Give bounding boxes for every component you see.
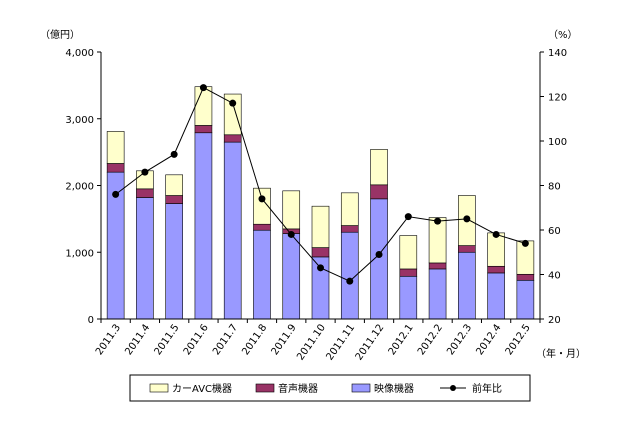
bar-segment-series-1 [428, 262, 447, 270]
ratio-point [434, 217, 442, 225]
ratio-point [375, 250, 383, 258]
bar-segment-series-0 [516, 279, 535, 320]
y-left-tick-label: 3,000 [65, 115, 94, 126]
x-tick-label: 2011.10 [295, 322, 328, 362]
ratio-point [141, 168, 149, 176]
bar-segment-series-0 [370, 198, 388, 320]
bar-segment-series-1 [340, 225, 359, 233]
bar-segment-series-2 [223, 93, 242, 136]
y-left-tick-label: 1,000 [65, 248, 94, 259]
bar-segment-series-2 [165, 174, 183, 196]
bar-segment-series-2 [340, 192, 359, 226]
y-left-axis-label: （億円） [40, 28, 80, 41]
y-right-tick-label: 40 [548, 271, 561, 282]
x-tick-label: 2011.8 [240, 322, 269, 357]
bar-segment-series-0 [428, 268, 447, 320]
bar-segment-series-1 [165, 195, 183, 204]
y-right-tick-label: 140 [548, 48, 567, 59]
legend-label-video: 映像機器 [374, 382, 414, 395]
x-tick-label: 2011.9 [270, 322, 299, 357]
x-tick-label: 2012.1 [387, 322, 416, 357]
x-tick-label: 2012.4 [474, 322, 503, 357]
bar-segment-series-1 [136, 188, 154, 198]
x-tick-label: 2011.3 [94, 322, 123, 357]
bar-segment-series-2 [399, 235, 418, 270]
x-tick-label: 2012.5 [504, 322, 533, 357]
bar-segment-series-0 [458, 251, 476, 320]
bars-group [106, 86, 535, 320]
x-tick-label: 2011.7 [211, 322, 240, 357]
legend-label-ratio: 前年比 [472, 382, 502, 395]
ratio-point [170, 150, 178, 158]
bar-segment-series-1 [253, 223, 271, 231]
y-right-tick-label: 60 [548, 226, 561, 237]
bar-segment-series-1 [370, 184, 388, 200]
bar-segment-series-0 [399, 275, 418, 320]
bar-segment-series-1 [487, 265, 505, 274]
bar-segment-series-1 [223, 134, 242, 143]
legend-swatch-ratio-marker [450, 385, 456, 391]
ratio-point [404, 213, 412, 221]
bar-segment-series-2 [311, 205, 330, 248]
bar-segment-series-2 [282, 190, 301, 230]
y-right-tick-label: 80 [548, 182, 561, 193]
bar-segment-series-1 [311, 247, 330, 258]
ratio-point [463, 215, 471, 223]
ratio-point [317, 264, 324, 272]
bar-segment-series-2 [253, 187, 271, 225]
bar-segment-series-1 [458, 245, 476, 253]
x-tick-label: 2011.5 [153, 322, 182, 357]
bar-segment-series-2 [194, 86, 213, 126]
bar-segment-series-0 [136, 197, 154, 320]
legend-swatch-video [351, 383, 371, 393]
y-left-tick-label: 0 [88, 315, 94, 326]
ratio-line-group [112, 84, 529, 285]
ratio-point [199, 84, 207, 92]
ratio-point [492, 230, 500, 238]
bar-segment-series-0 [165, 203, 183, 320]
y-right-tick-label: 20 [548, 315, 561, 326]
ratio-point [258, 195, 266, 203]
bar-segment-series-2 [106, 131, 125, 164]
y-right-tick-label: 120 [548, 93, 567, 104]
bar-segment-series-2 [370, 149, 388, 186]
x-tick-label: 2012.2 [416, 322, 445, 357]
x-tick-label: 2012.3 [445, 322, 474, 357]
bar-segment-series-2 [428, 217, 447, 264]
bar-segment-series-1 [106, 163, 125, 173]
legend-swatch-audio [255, 383, 275, 393]
bar-segment-series-0 [223, 141, 242, 320]
y-right-tick-label: 100 [548, 137, 567, 148]
ratio-point [287, 230, 295, 238]
bar-segment-series-0 [194, 132, 213, 320]
legend: カーAVC機器 音声機器 映像機器 前年比 [129, 374, 531, 402]
legend-label-audio: 音声機器 [278, 382, 318, 395]
legend-label-car-avc: カーAVC機器 [172, 382, 232, 395]
bar-segment-series-0 [487, 272, 505, 320]
bar-segment-series-1 [399, 268, 418, 277]
bar-segment-series-1 [194, 125, 213, 134]
x-tick-label: 2011.6 [182, 322, 211, 357]
y-right-axis-label: （%） [548, 29, 578, 41]
y-left-tick-label: 2,000 [65, 182, 94, 193]
ratio-point [521, 239, 529, 247]
bar-segment-series-0 [282, 233, 301, 320]
legend-swatch-car-avc [149, 383, 169, 393]
x-tick-label: 2011.11 [324, 322, 357, 362]
x-axis-unit-label: （年・月） [536, 347, 586, 360]
bar-segment-series-0 [253, 229, 271, 320]
ratio-point [112, 190, 120, 198]
ratio-point [229, 99, 237, 107]
x-tick-label: 2011.12 [354, 322, 387, 362]
bar-segment-series-1 [516, 273, 535, 281]
y-left-tick-label: 4,000 [65, 48, 94, 59]
x-tick-label: 2011.4 [123, 322, 152, 357]
ratio-point [346, 277, 354, 285]
